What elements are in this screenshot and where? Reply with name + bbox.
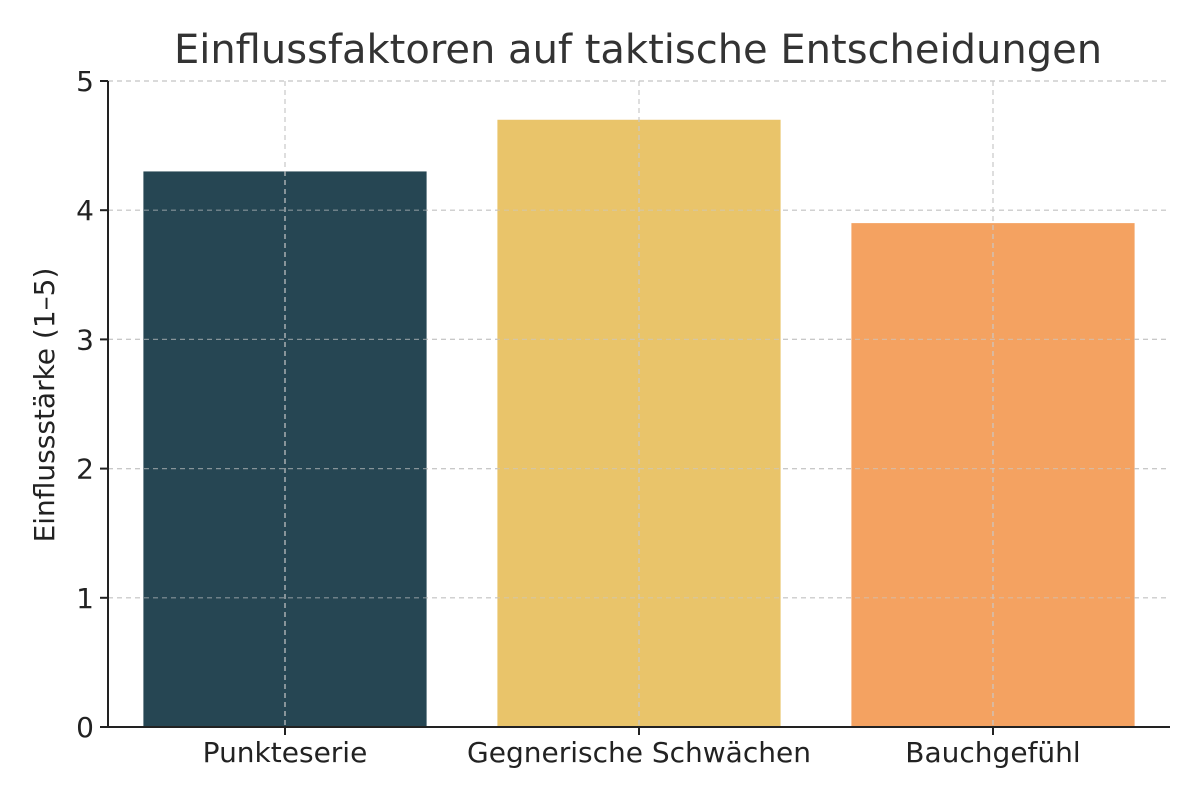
y-axis-label: Einflussstärke (1–5)	[28, 268, 61, 543]
tick-labels: 0 1 2 3 4 5 Punkteserie Gegnerische Schwächen Ba…	[76, 65, 1081, 769]
y-tick-label: 5	[76, 65, 94, 98]
y-tick-label: 4	[76, 194, 94, 227]
y-tick-label: 2	[76, 453, 94, 486]
x-tick-label: Punkteserie	[203, 736, 368, 769]
y-tick-label: 3	[76, 323, 94, 356]
x-tick-label: Bauchgefühl	[905, 736, 1080, 769]
x-tick-label: Gegnerische Schwächen	[467, 736, 811, 769]
axes	[100, 80, 1170, 735]
y-tick-label: 1	[76, 582, 94, 615]
chart-title: Einflussfaktoren auf taktische Entscheid…	[174, 27, 1102, 73]
y-tick-label: 0	[76, 711, 94, 744]
